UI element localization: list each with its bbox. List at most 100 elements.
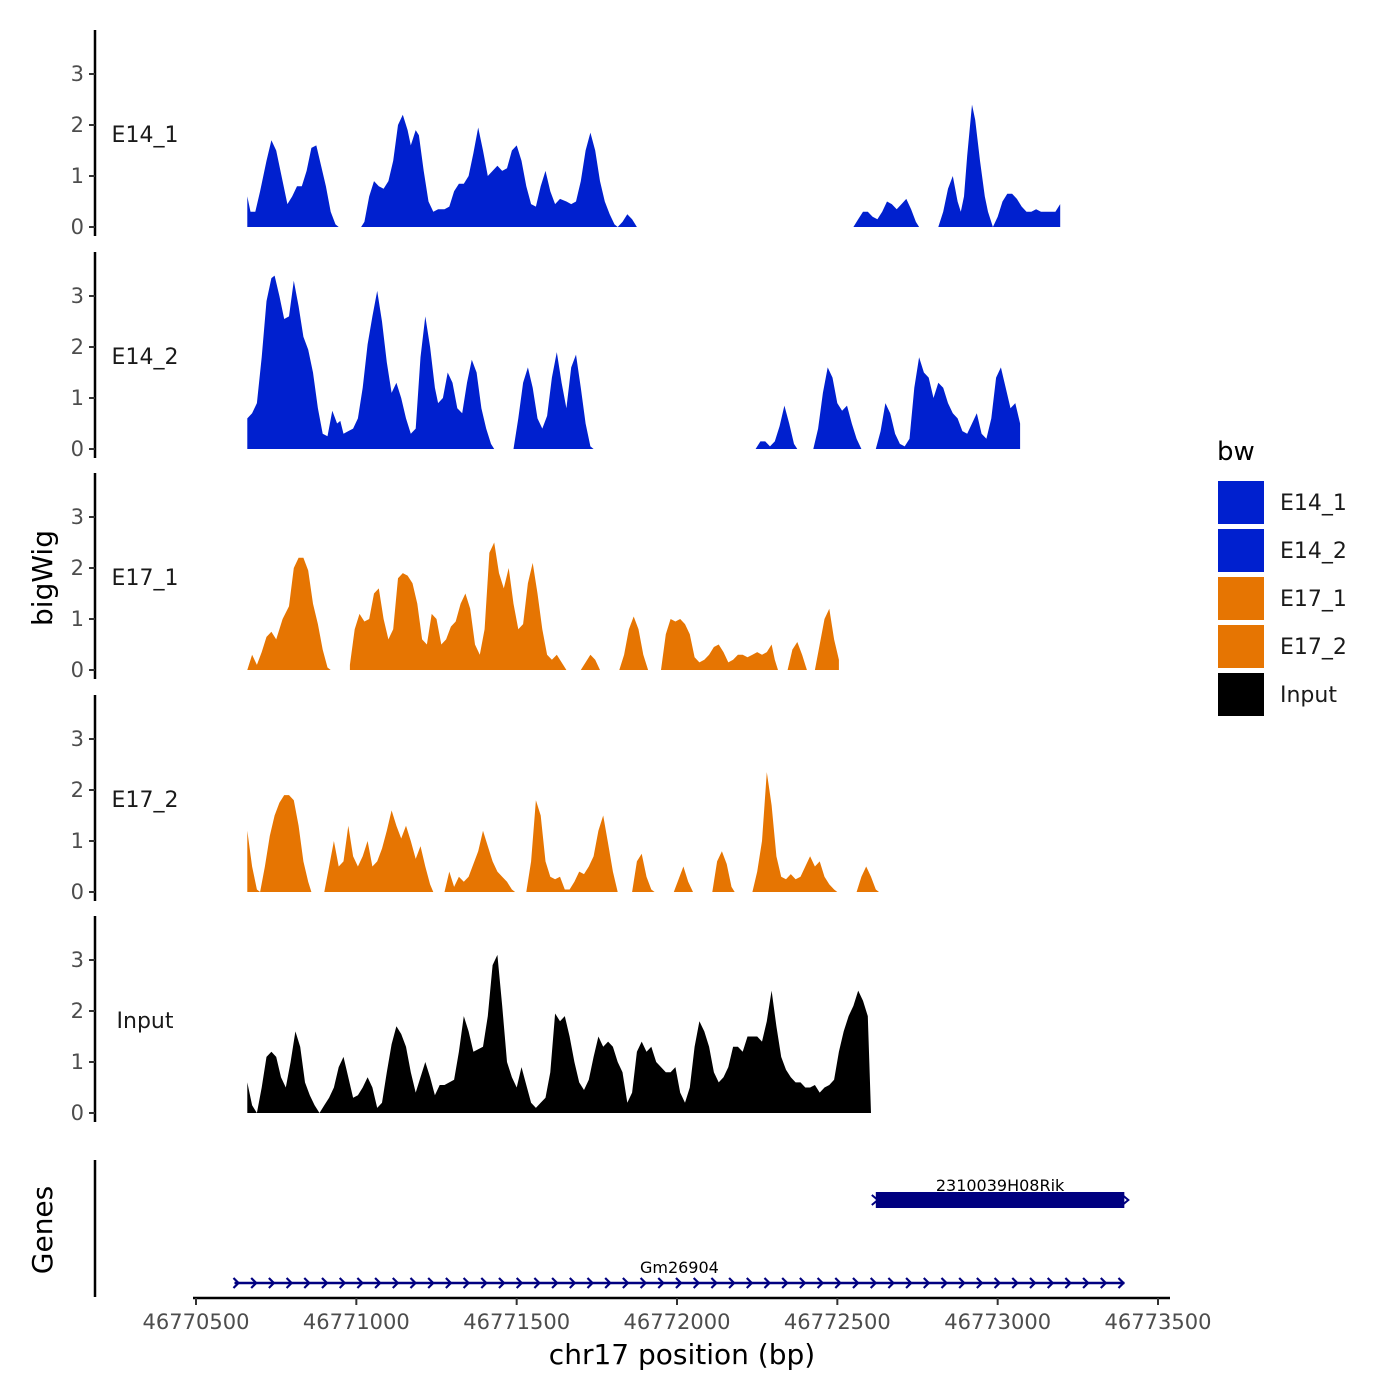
- coverage-area-E17_1: [247, 557, 331, 670]
- coverage-area-E17_1: [787, 642, 807, 670]
- track-E17_2: 0 1 2 3 E17_2: [71, 695, 879, 904]
- y-tick-label: 1: [71, 1050, 84, 1074]
- strand-arrow: [604, 1277, 612, 1289]
- coverage-area-E17_1: [349, 542, 567, 670]
- x-tick-label: 46770500: [143, 1310, 250, 1334]
- x-tick-label: 46773500: [1105, 1310, 1212, 1334]
- coverage-area-E14_2: [247, 275, 495, 449]
- coverage-area-E14_1: [361, 114, 637, 227]
- strand-arrow: [1046, 1277, 1055, 1289]
- x-tick-label: 46772500: [784, 1310, 891, 1334]
- legend-swatch: [1218, 625, 1264, 668]
- track-label: Input: [117, 1009, 174, 1034]
- coverage-area-E17_1: [814, 608, 839, 670]
- legend: bw E14_1 E14_2 E17_1 E17_2 Input: [1217, 437, 1347, 716]
- strand-arrow: [533, 1277, 541, 1289]
- strand-arrow: [551, 1277, 559, 1289]
- strand-arrow: [781, 1277, 789, 1289]
- legend-swatch: [1218, 481, 1264, 524]
- strand-arrow: [285, 1277, 294, 1289]
- x-tick-label: 46771000: [303, 1310, 410, 1334]
- strand-arrow: [692, 1277, 701, 1289]
- coverage-area-E17_1: [619, 616, 649, 670]
- strand-arrow: [958, 1277, 966, 1289]
- legend-entry-E17_1: E17_1: [1218, 577, 1347, 620]
- coverage-area-E14_2: [875, 357, 1021, 449]
- y-tick-label: 1: [71, 386, 84, 410]
- strand-arrow: [622, 1277, 630, 1289]
- legend-entry-Input: Input: [1218, 673, 1337, 716]
- gene-name-label: 2310039H08Rik: [936, 1176, 1065, 1195]
- coverage-area-E17_2: [324, 810, 434, 892]
- strand-arrow: [871, 1194, 880, 1206]
- coverage-tracks: 0 1 2 3 E14_1 0 1 2 3 E14_2 0 1 2 3 E17_1 0 1 2 3 E17_2 0 1 2 3…: [71, 30, 1061, 1125]
- strand-arrow: [427, 1277, 435, 1289]
- strand-arrow: [409, 1277, 418, 1289]
- strand-arrow: [445, 1277, 453, 1289]
- strand-arrow: [905, 1277, 913, 1289]
- strand-arrow: [462, 1277, 471, 1289]
- legend-label: E14_2: [1280, 539, 1347, 564]
- strand-arrow: [1064, 1277, 1072, 1289]
- y-tick-label: 2: [71, 999, 84, 1023]
- strand-arrow: [392, 1277, 400, 1289]
- track-label: E17_1: [112, 566, 179, 591]
- legend-label: Input: [1280, 683, 1337, 708]
- x-tick-label: 46773000: [944, 1310, 1051, 1334]
- y-tick-label: 1: [71, 829, 84, 853]
- strand-arrow: [1082, 1277, 1090, 1289]
- strand-arrow: [515, 1277, 524, 1289]
- legend-swatch: [1218, 529, 1264, 572]
- y-tick-label: 0: [71, 437, 84, 461]
- y-tick-label: 3: [71, 948, 84, 972]
- coverage-area-Input: [247, 954, 872, 1113]
- strand-arrow: [976, 1277, 984, 1289]
- legend-swatch: [1218, 673, 1264, 716]
- strand-arrow: [1011, 1277, 1019, 1289]
- y-tick-label: 2: [71, 113, 84, 137]
- track-E14_2: 0 1 2 3 E14_2: [71, 252, 1021, 461]
- gene-Gm26904: Gm26904: [232, 1258, 1126, 1289]
- strand-arrow: [799, 1277, 807, 1289]
- coverage-area-E17_2: [673, 866, 693, 892]
- y-tick-label: 0: [71, 658, 84, 682]
- legend-entry-E17_2: E17_2: [1218, 625, 1347, 668]
- strand-arrow: [940, 1277, 949, 1289]
- strand-arrow: [303, 1277, 311, 1289]
- gene-panel-title: Genes: [26, 1186, 59, 1274]
- coverage-area-E14_2: [755, 405, 798, 449]
- strand-arrow: [356, 1277, 364, 1289]
- y-tick-label: 1: [71, 607, 84, 631]
- coverage-area-E14_1: [938, 104, 1061, 227]
- y-tick-label: 3: [71, 284, 84, 308]
- x-tick-label: 46771500: [463, 1310, 570, 1334]
- coverage-area-E14_2: [513, 352, 594, 449]
- coverage-area-E17_2: [752, 772, 838, 892]
- legend-swatch: [1218, 577, 1264, 620]
- strand-arrow: [498, 1277, 506, 1289]
- legend-title: bw: [1217, 437, 1255, 467]
- track-label: E17_2: [112, 788, 179, 813]
- strand-arrow: [268, 1277, 276, 1289]
- strand-arrow: [374, 1277, 382, 1289]
- y-tick-label: 3: [71, 505, 84, 529]
- strand-arrow: [1121, 1194, 1130, 1206]
- y-tick-label: 3: [71, 727, 84, 751]
- strand-arrow: [480, 1277, 488, 1289]
- strand-arrow: [728, 1277, 736, 1289]
- coverage-area-E14_1: [853, 198, 920, 227]
- coverage-area-E17_2: [712, 851, 735, 892]
- y-tick-label: 0: [71, 880, 84, 904]
- track-Input: 0 1 2 3 Input: [71, 916, 872, 1125]
- y-tick-label: 0: [71, 1101, 84, 1125]
- strand-arrow: [852, 1277, 860, 1289]
- coverage-area-E17_2: [526, 800, 618, 892]
- gene-2310039H08Rik: 2310039H08Rik: [871, 1176, 1130, 1208]
- y-tick-label: 2: [71, 335, 84, 359]
- y-tick-label: 1: [71, 164, 84, 188]
- strand-arrow: [1029, 1277, 1037, 1289]
- track-E17_1: 0 1 2 3 E17_1: [71, 473, 839, 682]
- strand-arrow: [869, 1277, 878, 1289]
- strand-arrow: [993, 1277, 1002, 1289]
- x-axis-title: chr17 position (bp): [549, 1338, 815, 1371]
